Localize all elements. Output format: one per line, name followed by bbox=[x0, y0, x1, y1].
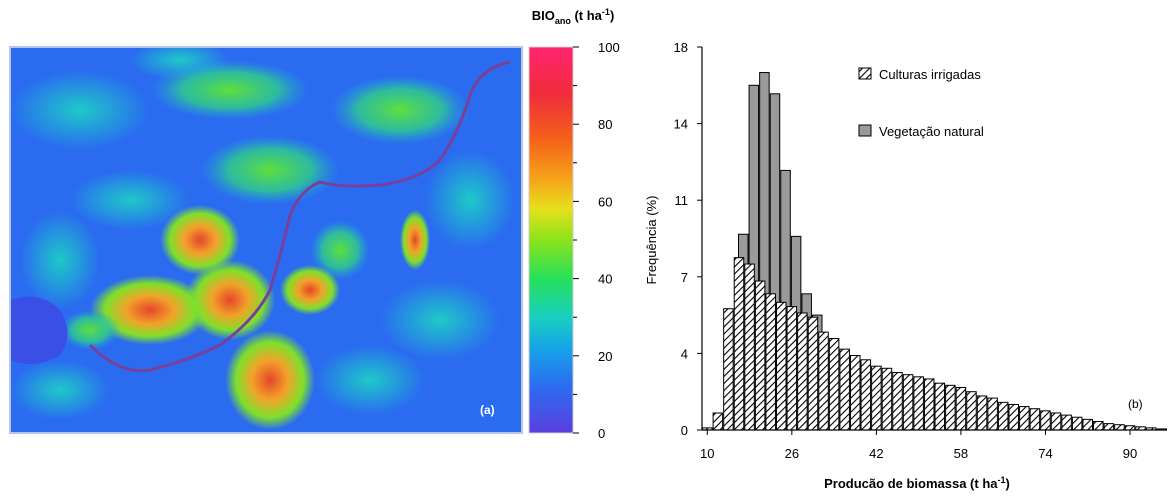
bar-culturas-68 bbox=[1008, 403, 1020, 431]
bar-culturas-76 bbox=[1050, 412, 1062, 431]
legend: Culturas irrigadas Vegetação natural bbox=[858, 67, 984, 139]
colorbar-tick-label-100: 100 bbox=[598, 40, 620, 55]
x-axis-label: Producão de biomassa (t ha-1) bbox=[824, 475, 1010, 491]
bar-culturas-90 bbox=[1124, 425, 1136, 431]
bar-culturas-52 bbox=[923, 378, 935, 431]
x-tick-label-58: 58 bbox=[954, 446, 968, 461]
bar-culturas-34 bbox=[828, 338, 840, 431]
colorbar-tick-label-0: 0 bbox=[598, 426, 605, 441]
y-tick-label-4: 4 bbox=[681, 346, 688, 361]
legend-swatch-culturas bbox=[858, 67, 872, 80]
bar-culturas-84 bbox=[1093, 420, 1104, 431]
map-panel-label: (a) bbox=[480, 403, 495, 417]
colorbar-tick-label-80: 80 bbox=[598, 117, 612, 132]
axes: 0 4 7 11 14 18 10 26 42 58 74 90 bbox=[674, 40, 1167, 461]
colorbar-tick-label-60: 60 bbox=[598, 194, 612, 209]
chart-panel-label: (b) bbox=[1128, 397, 1143, 411]
bar-culturas-22 bbox=[765, 293, 776, 431]
bar-culturas-72 bbox=[1029, 408, 1041, 431]
bar-culturas-80 bbox=[1071, 416, 1083, 431]
x-tick-label-74: 74 bbox=[1038, 446, 1052, 461]
bar-culturas-54 bbox=[934, 382, 946, 431]
bar-culturas-36 bbox=[839, 348, 850, 431]
bar-culturas-58 bbox=[955, 386, 967, 431]
colorbar-tick-label-40: 40 bbox=[598, 272, 612, 287]
bar-culturas-24 bbox=[776, 301, 787, 431]
bar-culturas-74 bbox=[1040, 410, 1051, 431]
y-tick-label-14: 14 bbox=[674, 117, 688, 132]
bar-culturas-28 bbox=[797, 312, 808, 431]
colorbar-gradient bbox=[528, 46, 574, 434]
histogram-panel: 0 4 7 11 14 18 10 26 42 58 74 90 (b) Culturas irrig… bbox=[640, 0, 1170, 494]
bar-culturas-14 bbox=[723, 308, 734, 431]
bar-culturas-56 bbox=[945, 384, 956, 431]
bar-culturas-18 bbox=[744, 263, 755, 431]
bar-culturas-44 bbox=[881, 367, 893, 431]
bar-culturas-12 bbox=[712, 412, 724, 431]
bar-culturas-26 bbox=[786, 306, 798, 431]
histogram-svg: 0 4 7 11 14 18 10 26 42 58 74 90 (b) Culturas irrig… bbox=[644, 40, 1167, 491]
bar-culturas-62 bbox=[976, 395, 988, 431]
x-tick-label-42: 42 bbox=[869, 446, 883, 461]
colorbar-title: BIOano (t ha-1) bbox=[532, 7, 615, 26]
bar-culturas-60 bbox=[966, 391, 977, 431]
plot-bars bbox=[702, 72, 1167, 431]
x-tick-label-10: 10 bbox=[700, 446, 714, 461]
bar-culturas-40 bbox=[860, 359, 872, 431]
bar-culturas-46 bbox=[892, 372, 903, 431]
x-tick-label-26: 26 bbox=[785, 446, 799, 461]
y-tick-label-0: 0 bbox=[681, 423, 688, 438]
satellite-map bbox=[10, 47, 522, 433]
x-tick-label-90: 90 bbox=[1123, 446, 1137, 461]
colorbar: 0 20 40 60 80 100 BIOano (t ha-1) bbox=[528, 7, 620, 441]
y-tick-label-11: 11 bbox=[675, 193, 689, 208]
y-tick-label-18: 18 bbox=[674, 40, 688, 55]
bar-culturas-64 bbox=[987, 397, 998, 431]
bar-culturas-20 bbox=[754, 280, 766, 431]
bar-culturas-86 bbox=[1103, 423, 1115, 431]
legend-item-culturas: Culturas irrigadas bbox=[858, 67, 981, 82]
bar-culturas-50 bbox=[913, 376, 924, 431]
bar-culturas-48 bbox=[902, 374, 914, 431]
y-tick-label-7: 7 bbox=[681, 270, 688, 285]
legend-label-culturas: Culturas irrigadas bbox=[879, 67, 981, 82]
bar-culturas-70 bbox=[1019, 406, 1030, 431]
legend-label-vegetacao: Vegetação natural bbox=[879, 124, 984, 139]
bar-culturas-16 bbox=[733, 257, 745, 431]
bar-culturas-32 bbox=[818, 331, 829, 431]
bar-culturas-30 bbox=[807, 316, 819, 431]
colorbar-ticks: 0 20 40 60 80 100 bbox=[573, 40, 620, 441]
map-panel: (a) 0 20 40 60 80 100 BIOano (t ha-1) bbox=[9, 7, 620, 441]
bar-culturas-66 bbox=[997, 401, 1009, 431]
bar-culturas-38 bbox=[849, 355, 861, 431]
y-axis-label: Frequência (%) bbox=[644, 196, 659, 285]
legend-item-vegetacao: Vegetação natural bbox=[858, 124, 984, 139]
legend-swatch-vegetacao bbox=[858, 124, 872, 137]
map-svg: (a) 0 20 40 60 80 100 BIOano (t ha-1) bbox=[9, 7, 620, 441]
bar-culturas-88 bbox=[1114, 424, 1125, 431]
map-frame bbox=[9, 46, 523, 434]
bar-culturas-78 bbox=[1061, 414, 1072, 431]
bar-culturas-42 bbox=[871, 365, 882, 431]
bar-culturas-82 bbox=[1082, 418, 1093, 431]
colorbar-tick-label-20: 20 bbox=[598, 349, 612, 364]
